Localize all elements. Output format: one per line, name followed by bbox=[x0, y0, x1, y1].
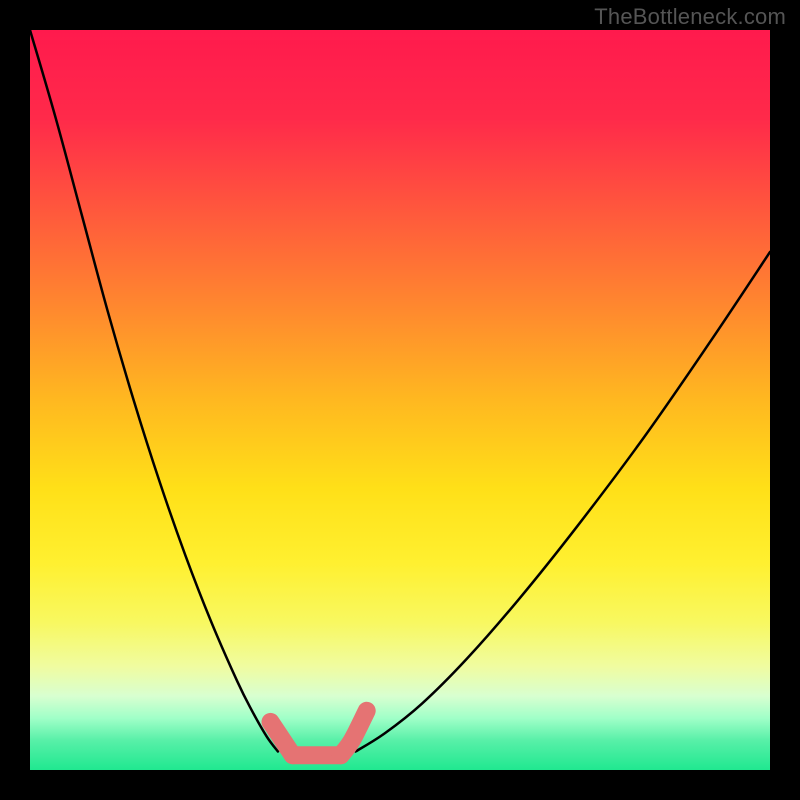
right-curve bbox=[356, 252, 770, 752]
watermark-text: TheBottleneck.com bbox=[594, 4, 786, 30]
plot-area bbox=[30, 30, 770, 770]
curves-layer bbox=[30, 30, 770, 770]
left-curve bbox=[30, 30, 278, 752]
highlight-marker bbox=[271, 711, 367, 755]
